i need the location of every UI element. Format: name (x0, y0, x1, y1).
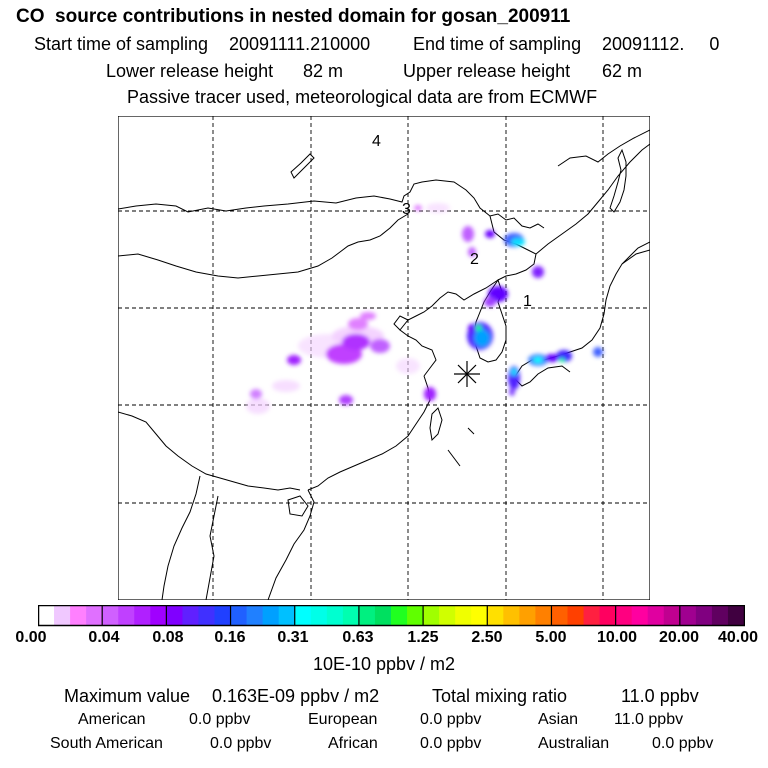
colorbar-tick: 2.50 (471, 629, 503, 646)
day-marker-2: 2 (470, 251, 479, 268)
total-mixing-label: Total mixing ratio (432, 686, 568, 706)
total-mixing-value: 11.0 ppbv (621, 686, 699, 706)
plume-layer (246, 203, 603, 414)
colorbar-cell (38, 605, 55, 626)
colorbar-cell (198, 605, 216, 626)
colorbar-cell (647, 605, 665, 626)
colorbar-cell (679, 605, 697, 626)
colorbar-cell (663, 605, 681, 626)
region-value-australian: 0.0 ppbv (652, 735, 714, 752)
colorbar-cell (471, 605, 488, 626)
colorbar-cell (326, 605, 344, 626)
region-value-asian: 11.0 ppbv (614, 711, 684, 728)
max-value: 0.163E-09 ppbv / m2 (212, 686, 380, 706)
colorbar-cell (695, 605, 713, 626)
colorbar-cell (631, 605, 649, 626)
colorbar-cell (711, 605, 729, 626)
colorbar-cell (615, 605, 633, 626)
region-name-south-american: South American (50, 735, 163, 752)
colorbar-cell (182, 605, 200, 626)
colorbar-cell (374, 605, 392, 626)
colorbar-cell (551, 605, 569, 626)
tracer-note: Passive tracer used, meteorological data… (127, 87, 598, 107)
colorbar-tick: 1.25 (407, 629, 439, 646)
colorbar-cell (70, 605, 87, 626)
colorbar-cell (455, 605, 472, 626)
colorbar-tick: 0.16 (214, 629, 246, 646)
colorbar-cell (246, 605, 264, 626)
region-value-european: 0.0 ppbv (420, 711, 482, 728)
lower-height-value: 82 m (303, 61, 344, 81)
day-marker-1: 1 (523, 293, 532, 310)
colorbar-cell (567, 605, 585, 626)
colorbar-cell (134, 605, 151, 626)
start-time-value: 20091111.210000 (229, 34, 371, 54)
region-name-australian: Australian (538, 735, 610, 752)
colorbar-tick: 20.00 (658, 629, 700, 646)
region-value-south-american: 0.0 ppbv (210, 735, 272, 752)
region-name-european: European (308, 711, 378, 728)
upper-height-label: Upper release height (403, 61, 571, 81)
colorbar-cell (214, 605, 232, 626)
region-value-american: 0.0 ppbv (189, 711, 251, 728)
colorbar-cell (294, 605, 312, 626)
day-marker-3: 3 (402, 201, 411, 218)
colorbar-cell (439, 605, 456, 626)
colorbar-cell (503, 605, 520, 626)
colorbar-tick: 5.00 (535, 629, 567, 646)
colorbar-cell (54, 605, 71, 626)
colorbar-cell (86, 605, 103, 626)
colorbar-cell (342, 605, 360, 626)
start-time-label: Start time of sampling (34, 34, 209, 54)
region-name-asian: Asian (538, 711, 579, 728)
colorbar-cell (599, 605, 617, 626)
colorbar-cell (230, 605, 248, 626)
colorbar-cell (278, 605, 296, 626)
colorbar-cell (310, 605, 328, 626)
colorbar-tick: 0.08 (152, 629, 184, 646)
receptor-asterisk-icon (454, 361, 480, 387)
colorbar-cell (102, 605, 119, 626)
colorbar-cell (535, 605, 553, 626)
colorbar-cell (262, 605, 280, 626)
colorbar-cell (423, 605, 440, 626)
colorbar-tick: 10.00 (596, 629, 638, 646)
colorbar-tick: 40.00 (717, 629, 759, 646)
region-name-african: African (328, 735, 378, 752)
colorbar-cell (166, 605, 184, 626)
colorbar-frame (38, 605, 745, 627)
colorbar (38, 605, 745, 627)
colorbar-cell (583, 605, 601, 626)
colorbar-cell (150, 605, 167, 626)
colorbar-tick: 0.31 (277, 629, 309, 646)
end-time-label: End time of sampling (413, 34, 582, 54)
region-value-african: 0.0 ppbv (420, 735, 482, 752)
colorbar-cell (487, 605, 504, 626)
colorbar-tick: 0.04 (88, 629, 120, 646)
day-marker-4: 4 (372, 133, 381, 150)
colorbar-tick: 0.63 (342, 629, 374, 646)
coastlines (118, 129, 650, 600)
source-map: 1 2 3 4 (118, 116, 650, 600)
upper-height-value: 62 m (602, 61, 643, 81)
colorbar-cell (407, 605, 424, 626)
colorbar-cell (118, 605, 135, 626)
colorbar-cells (38, 605, 745, 626)
region-name-american: American (78, 711, 146, 728)
colorbar-unit: 10E-10 ppbv / m2 (312, 654, 456, 674)
colorbar-cell (358, 605, 376, 626)
end-time-value: 20091112. 0 (602, 34, 720, 54)
max-value-label: Maximum value (64, 686, 191, 706)
lower-height-label: Lower release height (106, 61, 274, 81)
colorbar-tick: 0.00 (15, 629, 47, 646)
map-title: CO source contributions in nested domain… (16, 6, 571, 27)
colorbar-cell (391, 605, 408, 626)
colorbar-cell (519, 605, 537, 626)
colorbar-cell (727, 605, 745, 626)
